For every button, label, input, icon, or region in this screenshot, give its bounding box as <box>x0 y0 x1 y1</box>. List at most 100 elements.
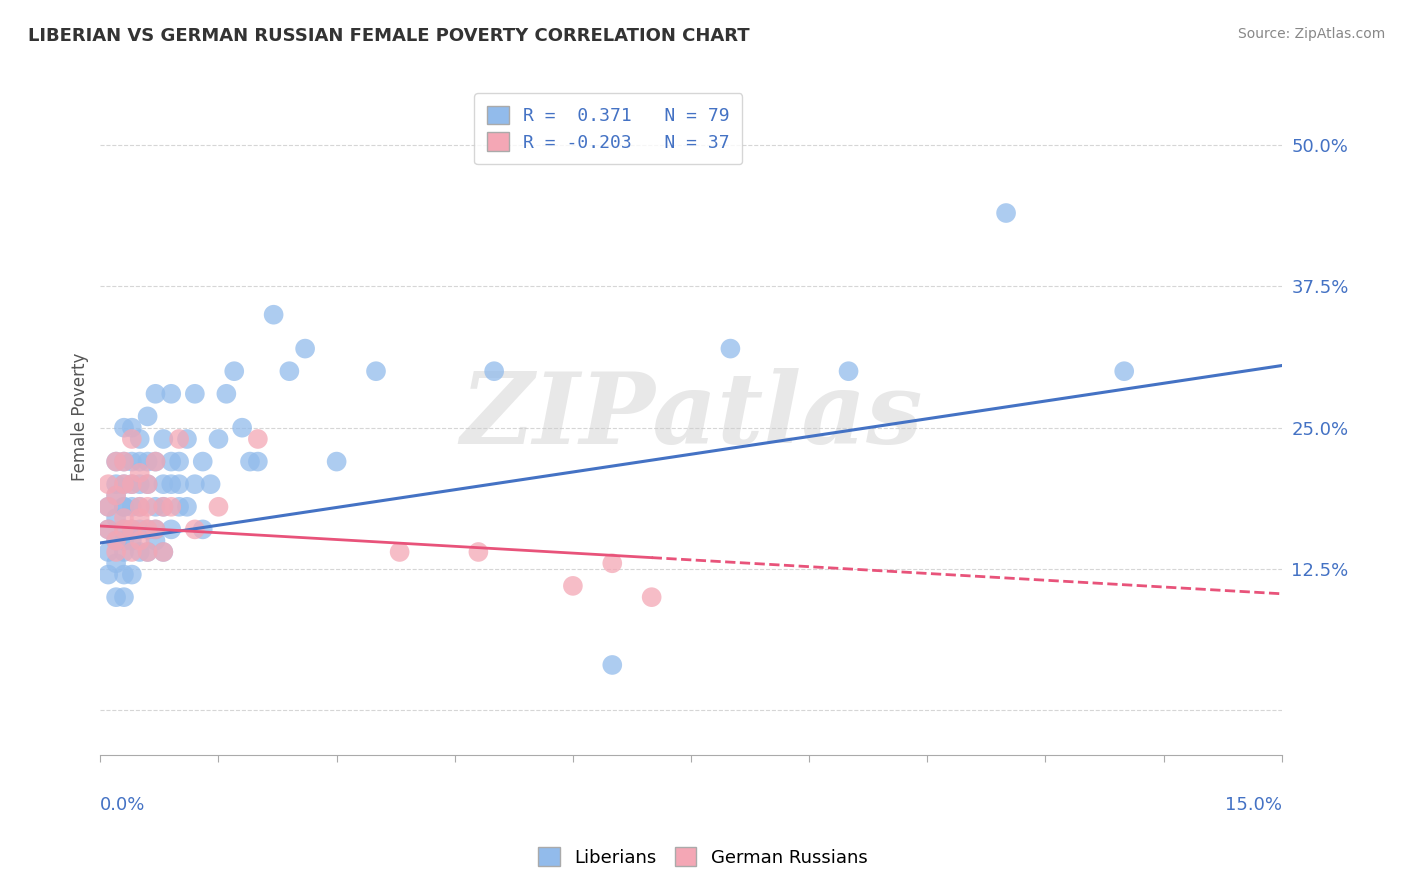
Point <box>152 500 174 514</box>
Point <box>112 420 135 434</box>
Point <box>160 500 183 514</box>
Point <box>121 567 143 582</box>
Point <box>128 500 150 514</box>
Point <box>97 500 120 514</box>
Point <box>121 477 143 491</box>
Point <box>105 533 128 548</box>
Point <box>718 342 741 356</box>
Point <box>112 500 135 514</box>
Text: ZIPatlas: ZIPatlas <box>460 368 922 465</box>
Legend: R =  0.371   N = 79, R = -0.203   N = 37: R = 0.371 N = 79, R = -0.203 N = 37 <box>474 94 742 164</box>
Point <box>200 477 222 491</box>
Point <box>364 364 387 378</box>
Point <box>105 590 128 604</box>
Point <box>128 545 150 559</box>
Point <box>167 477 190 491</box>
Point <box>1114 364 1136 378</box>
Point <box>136 522 159 536</box>
Point <box>145 454 167 468</box>
Point <box>152 432 174 446</box>
Point <box>128 454 150 468</box>
Point <box>105 556 128 570</box>
Point <box>105 454 128 468</box>
Point <box>600 657 623 672</box>
Point <box>263 308 285 322</box>
Point <box>239 454 262 468</box>
Legend: Liberians, German Russians: Liberians, German Russians <box>531 840 875 874</box>
Point <box>105 477 128 491</box>
Point <box>561 579 583 593</box>
Point <box>121 545 143 559</box>
Point <box>112 477 135 491</box>
Point <box>294 342 316 356</box>
Point <box>995 206 1018 220</box>
Point <box>121 477 143 491</box>
Point <box>167 454 190 468</box>
Point <box>112 454 135 468</box>
Point <box>145 522 167 536</box>
Point <box>97 477 120 491</box>
Point <box>152 545 174 559</box>
Point <box>152 545 174 559</box>
Point <box>97 545 120 559</box>
Point <box>128 432 150 446</box>
Point <box>184 522 207 536</box>
Text: LIBERIAN VS GERMAN RUSSIAN FEMALE POVERTY CORRELATION CHART: LIBERIAN VS GERMAN RUSSIAN FEMALE POVERT… <box>28 27 749 45</box>
Point <box>145 533 167 548</box>
Point <box>105 511 128 525</box>
Point <box>121 432 143 446</box>
Point <box>160 454 183 468</box>
Point <box>167 500 190 514</box>
Point <box>152 477 174 491</box>
Point <box>136 409 159 424</box>
Point <box>136 545 159 559</box>
Point <box>128 477 150 491</box>
Point <box>112 454 135 468</box>
Point <box>105 488 128 502</box>
Point <box>145 454 167 468</box>
Point <box>105 488 128 502</box>
Point <box>121 454 143 468</box>
Point <box>231 420 253 434</box>
Point <box>112 590 135 604</box>
Point <box>160 477 183 491</box>
Point <box>112 567 135 582</box>
Point <box>136 454 159 468</box>
Point <box>278 364 301 378</box>
Point <box>176 432 198 446</box>
Point <box>467 545 489 559</box>
Point <box>121 500 143 514</box>
Point <box>600 556 623 570</box>
Point <box>112 522 135 536</box>
Point <box>207 500 229 514</box>
Point <box>97 522 120 536</box>
Point <box>112 477 135 491</box>
Point <box>97 522 120 536</box>
Point <box>136 522 159 536</box>
Point <box>191 522 214 536</box>
Point <box>97 567 120 582</box>
Y-axis label: Female Poverty: Female Poverty <box>72 352 89 481</box>
Point <box>640 590 662 604</box>
Point <box>207 432 229 446</box>
Point <box>136 545 159 559</box>
Point <box>160 522 183 536</box>
Text: 15.0%: 15.0% <box>1225 796 1282 814</box>
Point <box>224 364 246 378</box>
Point <box>128 500 150 514</box>
Point <box>128 522 150 536</box>
Point <box>105 533 128 548</box>
Point <box>128 533 150 548</box>
Point <box>152 500 174 514</box>
Point <box>112 545 135 559</box>
Point <box>128 466 150 480</box>
Point <box>246 454 269 468</box>
Point <box>215 386 238 401</box>
Point <box>112 522 135 536</box>
Point <box>167 432 190 446</box>
Point <box>112 500 135 514</box>
Point <box>136 477 159 491</box>
Point <box>145 522 167 536</box>
Point <box>112 533 135 548</box>
Point <box>176 500 198 514</box>
